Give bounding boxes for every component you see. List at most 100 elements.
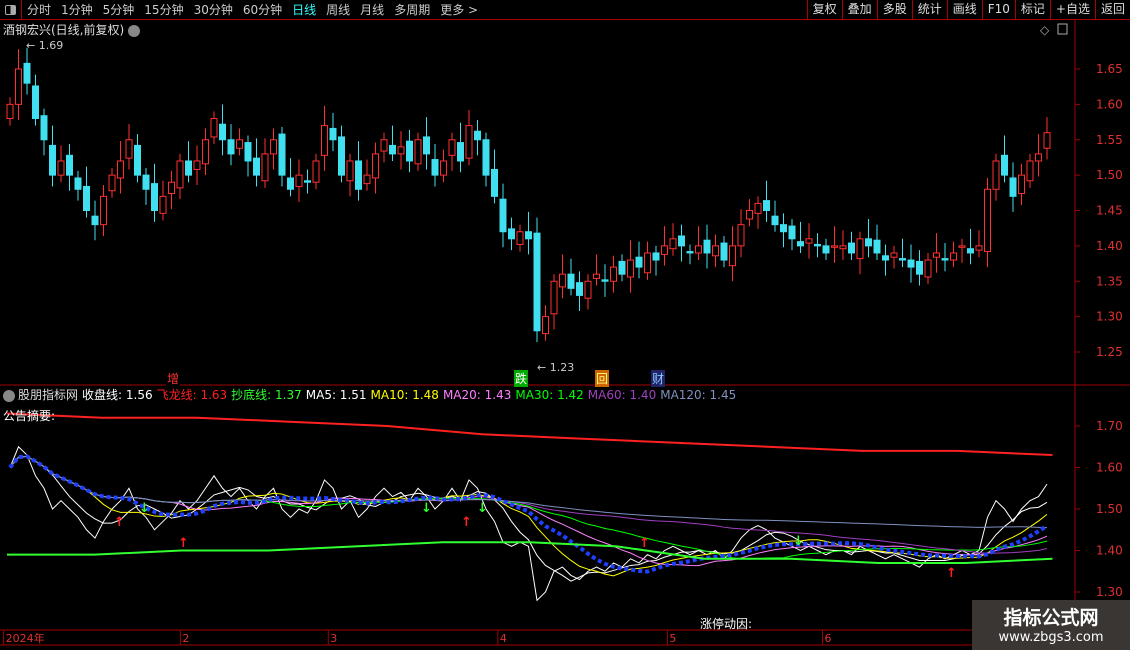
toolbar-button[interactable]: 叠加: [841, 0, 877, 19]
candle: [610, 266, 617, 282]
ma30-line: [9, 455, 1048, 560]
period-tab[interactable]: 周线: [326, 3, 351, 17]
buy-arrow-icon: ↑: [639, 536, 650, 551]
chevron-down-icon[interactable]: [3, 389, 15, 402]
legend-item: 收盘线: 1.56: [82, 388, 153, 402]
candle: [788, 225, 796, 240]
toolbar-button[interactable]: 画线: [946, 0, 982, 19]
candle: [797, 241, 804, 247]
toolbar-button[interactable]: F10: [981, 0, 1015, 19]
period-tab[interactable]: 日线: [292, 3, 317, 17]
candle: [32, 85, 39, 120]
legend-item: 飞龙线: 1.63: [156, 388, 228, 402]
candle: [516, 231, 524, 245]
period-tab[interactable]: 月线: [360, 3, 385, 17]
period-tab[interactable]: 5分钟: [102, 3, 135, 17]
limit-up-label: 涨停动因:: [700, 617, 753, 631]
candle: [465, 125, 473, 159]
candle: [338, 136, 345, 176]
candle: [168, 181, 175, 195]
legend-item: MA10: 1.48: [370, 388, 439, 402]
candle: [814, 243, 821, 247]
legend-item: MA30: 1.42: [515, 388, 584, 402]
period-tab[interactable]: 更多 >: [440, 3, 479, 17]
time-axis-label: 2: [182, 632, 189, 645]
candle: [967, 248, 974, 254]
candle: [720, 242, 728, 261]
diamond-icon: ◇: [1040, 23, 1050, 37]
candle: [329, 127, 337, 141]
signal-marker: 增: [166, 370, 181, 387]
candle: [40, 115, 48, 141]
candle: [125, 139, 133, 159]
indicator-name[interactable]: 股朋指标网: [18, 388, 79, 402]
candle: [763, 200, 770, 212]
toolbar-button[interactable]: 标记: [1014, 0, 1050, 19]
time-axis-label: 3: [330, 632, 337, 645]
buy-arrow-icon: ↑: [946, 566, 957, 581]
candle: [57, 160, 65, 176]
period-tab[interactable]: 分时: [27, 3, 52, 17]
candle: [66, 154, 73, 176]
sell-arrow-icon: ↓: [421, 501, 432, 516]
candle: [295, 174, 303, 187]
candle: [91, 215, 99, 226]
candle: [754, 202, 762, 214]
price-axis-label: 1.30: [1096, 310, 1123, 324]
candle: [202, 139, 209, 165]
candle: [669, 238, 677, 250]
indicator-axis-label: 1.40: [1096, 544, 1123, 558]
candle: [380, 139, 388, 152]
period-tab[interactable]: 30分钟: [193, 3, 233, 17]
candle: [1043, 132, 1051, 149]
candle: [686, 251, 694, 254]
sell-arrow-icon: ↓: [477, 501, 488, 516]
candle: [576, 282, 583, 296]
candle: [491, 168, 498, 197]
chevron-down-icon[interactable]: [128, 24, 141, 37]
price-axis-label: 1.40: [1096, 239, 1123, 253]
candle: [652, 252, 660, 261]
indicator-axis-label: 1.50: [1096, 502, 1123, 516]
candle: [108, 174, 116, 192]
period-tab[interactable]: 多周期: [394, 3, 431, 17]
candle: [1035, 153, 1042, 162]
candle: [958, 245, 966, 248]
candle: [100, 195, 107, 226]
candle: [678, 235, 685, 247]
legend-item: MA120: 1.45: [660, 388, 737, 402]
right-buttons: 复权 叠加 多股 统计 画线 F10 标记 +自选 返回: [806, 0, 1130, 19]
candle: [559, 273, 566, 288]
period-tab[interactable]: 15分钟: [144, 3, 184, 17]
candle: [550, 280, 558, 315]
ma60-line: [9, 455, 1048, 554]
candle: [661, 245, 668, 255]
candle: [950, 252, 957, 261]
signal-marker: 跌: [514, 370, 529, 387]
candle: [219, 123, 226, 141]
candle: [117, 160, 124, 179]
candle: [924, 259, 932, 278]
candle: [1018, 174, 1025, 195]
candle: [873, 239, 881, 254]
candle: [406, 140, 413, 162]
toolbar-button[interactable]: 返回: [1094, 0, 1130, 19]
period-tab[interactable]: 1分钟: [61, 3, 93, 17]
candle: [253, 157, 260, 176]
stock-title[interactable]: 酒钢宏兴(日线,前复权): [3, 21, 141, 38]
candle: [542, 316, 549, 335]
toolbar-button[interactable]: 多股: [876, 0, 912, 19]
candle: [644, 252, 651, 274]
period-tab[interactable]: 60分钟: [242, 3, 283, 17]
toolbar-button[interactable]: 复权: [806, 0, 842, 19]
candle: [270, 139, 277, 155]
buy-arrow-icon: ↑: [178, 536, 189, 551]
signal-marker: 回: [595, 370, 610, 387]
panel-toggle-icon[interactable]: [0, 0, 22, 20]
toolbar-button[interactable]: +自选: [1049, 0, 1095, 19]
price-axis-label: 1.60: [1096, 97, 1123, 111]
legend-item: 抄底线: 1.37: [231, 388, 302, 402]
toolbar-button[interactable]: 统计: [911, 0, 947, 19]
candle: [890, 252, 898, 258]
